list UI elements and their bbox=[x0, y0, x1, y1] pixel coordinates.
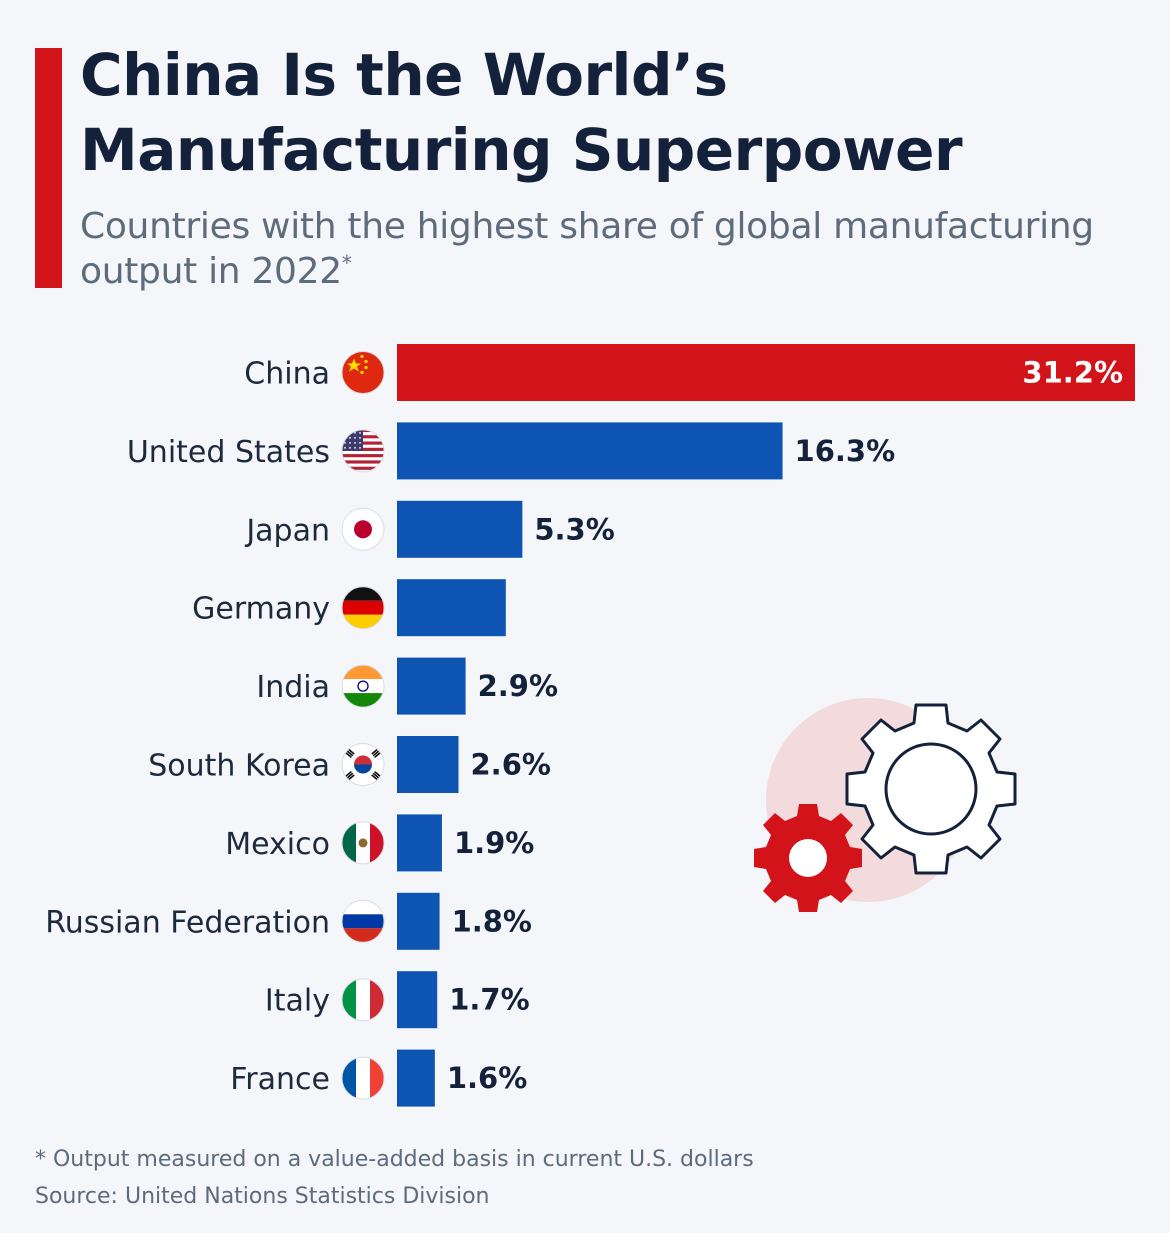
value-label: 1.6% bbox=[447, 1061, 527, 1095]
value-label: 5.3% bbox=[534, 512, 614, 546]
category-label: Japan bbox=[244, 513, 330, 548]
labels: China 31.2% United States 16.3% Japan 5.3% Ger… bbox=[45, 356, 1123, 1098]
subtitle-text: Countries with the highest share of glob… bbox=[80, 206, 1094, 292]
bars bbox=[397, 344, 1135, 1107]
japan-flag-icon bbox=[341, 507, 385, 551]
mexico-flag-icon bbox=[341, 821, 385, 865]
bar bbox=[397, 892, 440, 950]
value-label: 1.9% bbox=[454, 826, 534, 860]
bar-chart: China 31.2% United States 16.3% Japan 5.3% Ger… bbox=[45, 344, 1135, 1107]
flags bbox=[341, 351, 385, 1100]
category-label: China bbox=[244, 357, 330, 392]
bar bbox=[397, 657, 466, 715]
bar bbox=[397, 579, 506, 637]
category-label: South Korea bbox=[148, 749, 330, 784]
russia-flag-icon bbox=[341, 899, 385, 943]
subtitle-footnote-mark: * bbox=[341, 251, 352, 275]
category-label: France bbox=[230, 1062, 330, 1097]
red-gear-icon bbox=[754, 804, 862, 912]
value-label: 16.3% bbox=[795, 434, 896, 468]
india-flag-icon bbox=[341, 664, 385, 708]
category-label: Mexico bbox=[225, 827, 330, 862]
chart-subtitle: Countries with the highest share of glob… bbox=[80, 204, 1130, 294]
value-label: 1.8% bbox=[452, 904, 532, 938]
france-flag-icon bbox=[341, 1056, 385, 1100]
bar bbox=[397, 814, 442, 872]
usa-flag-icon bbox=[341, 429, 385, 473]
bar bbox=[397, 736, 459, 793]
category-label: Germany bbox=[192, 592, 330, 627]
value-label: 31.2% bbox=[1022, 356, 1123, 390]
footnote: * Output measured on a value-added basis… bbox=[35, 1147, 754, 1172]
source-note: Source: United Nations Statistics Divisi… bbox=[35, 1184, 490, 1209]
title-line-1: China Is the World’s bbox=[80, 41, 728, 109]
category-label: India bbox=[256, 670, 330, 705]
bar bbox=[397, 422, 783, 480]
title-accent-bar bbox=[35, 48, 62, 288]
china-flag-icon bbox=[341, 351, 385, 394]
category-label: Russian Federation bbox=[45, 905, 330, 940]
value-label: 2.9% bbox=[478, 669, 558, 703]
value-label: 2.6% bbox=[471, 748, 551, 782]
bar bbox=[397, 500, 523, 558]
chart-title: China Is the World’s Manufacturing Super… bbox=[80, 38, 1140, 188]
bar bbox=[397, 1049, 435, 1107]
category-label: Italy bbox=[265, 984, 330, 1019]
outline-gear-icon bbox=[845, 703, 1017, 875]
title-line-2: Manufacturing Superpower bbox=[80, 116, 963, 184]
germany-flag-icon bbox=[341, 586, 385, 630]
south-korea-flag-icon bbox=[341, 743, 385, 786]
category-label: United States bbox=[127, 435, 330, 470]
gears-illustration bbox=[754, 698, 1017, 912]
value-label: 1.7% bbox=[449, 983, 529, 1017]
bar bbox=[397, 971, 438, 1029]
italy-flag-icon bbox=[341, 978, 385, 1022]
bar bbox=[397, 344, 1135, 401]
